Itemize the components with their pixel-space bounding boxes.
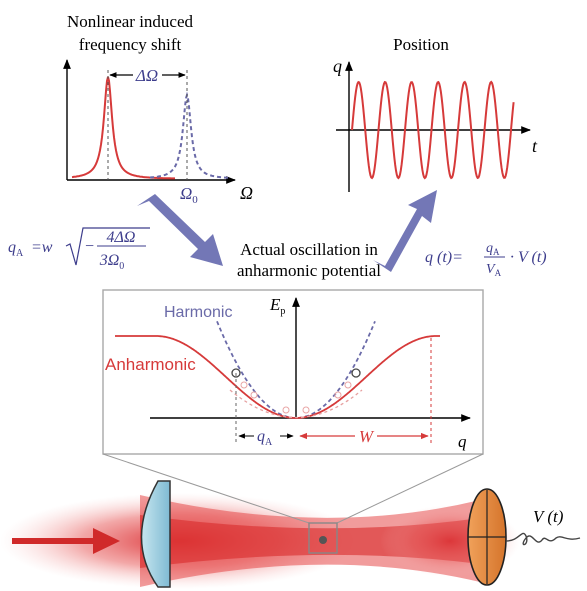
focusing-lens [140,480,171,588]
amplitude-formula: qA =w − 4ΔΩ 3Ω0 [8,227,150,272]
oscillator-marker-right [351,368,361,378]
qA-label: qA [257,428,273,448]
caption-line1: Actual oscillation in [240,240,378,259]
position-title: Position [393,35,449,54]
harmonic-potential-curve [216,320,376,419]
levitated-particle [319,536,327,544]
signal-cable [505,532,581,546]
input-laser-arrow-head [93,528,120,554]
frequency-shift-title-line2: frequency shift [79,35,182,54]
sqrt-symbol [65,227,150,266]
formula-q: qA [8,239,24,259]
w-label-bg [355,426,377,446]
potential-frame [102,289,484,455]
omega-zero-label: Ω0 [180,184,198,206]
right-flow-arrow [373,190,437,272]
formula-denominator: 3Ω0 [99,252,125,272]
voltage-label: V (t) [533,507,564,526]
position-formula: q (t)= qA VA · V (t) [425,241,547,278]
qA-label-bg [254,426,280,446]
position-t-axis-label: t [532,136,538,156]
frequency-shift-title-line1: Nonlinear induced [67,12,194,31]
formula-q-of-t: q (t)= [425,249,463,266]
frequency-shift-panel: Nonlinear induced frequency shift ΔΩ Ω0 … [63,12,253,206]
omega-axis-label: Ω [240,183,253,203]
potential-panel: Ep q qA W Harmonic Anharmonic [102,289,484,455]
shifted-resonance-peak [71,76,175,180]
particle-box [308,522,338,554]
position-panel: Position q t [333,35,538,192]
formula-eq-w: =w [31,239,53,256]
anharmonic-potential-curve [115,335,440,419]
left-flow-arrow [137,194,223,266]
formula-frac-den: VA [486,262,502,278]
oscillator-marker-left [231,368,241,378]
delta-omega-label: ΔΩ [135,66,158,85]
zoom-line-left [102,453,310,524]
energy-axis-label: Ep [269,295,285,317]
formula-rhs: · V (t) [510,249,547,266]
small-oscillation-curve [229,389,363,418]
w-label: W [359,427,375,446]
caption-line2: anharmonic potential [237,261,381,280]
formula-minus: − [85,238,94,255]
formula-numerator: 4ΔΩ [107,229,136,246]
anharmonic-label: Anharmonic [105,355,196,374]
zoom-line-right [336,453,484,524]
position-oscillation-curve [351,80,515,180]
linear-resonance-peak [149,91,231,179]
optical-setup: V (t) [0,453,581,589]
potential-q-label: q [458,432,467,451]
formula-frac-num: qA [486,241,500,257]
small-circles [240,381,352,414]
position-q-axis-label: q [333,56,342,76]
harmonic-label: Harmonic [164,304,232,321]
